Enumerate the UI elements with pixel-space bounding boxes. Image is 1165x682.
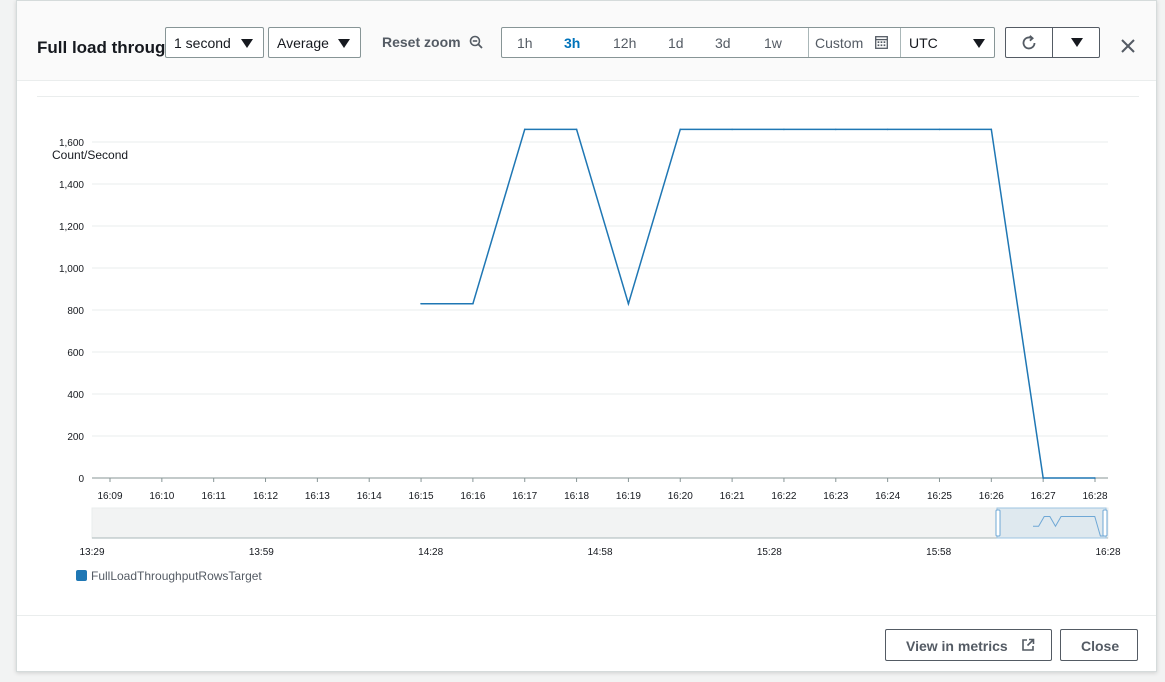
x-tick-label: 16:14 [357,491,382,502]
x-tick-label: 16:24 [875,491,900,502]
line-chart[interactable]: Count/Second 0 200 400 600 800 1,000 1,200 1,400… [17,1,1158,611]
x-tick-label: 16:10 [149,491,174,502]
range-divider [808,28,809,57]
button-divider [1052,28,1053,57]
navigator-tick-label: 15:28 [757,547,782,558]
modal-header: Full load throughput 1 second Average Re… [17,1,1156,81]
x-tick-label: 16:22 [771,491,796,502]
data-point [420,302,422,305]
caret-down-icon [241,39,253,48]
x-tick-label: 16:16 [460,491,485,502]
refresh-button-group [1005,27,1100,58]
range-1h[interactable]: 1h [517,35,533,51]
legend-label: FullLoadThroughputRowsTarget [91,569,262,583]
navigator-series-line [1033,515,1106,537]
range-3h[interactable]: 3h [564,35,581,51]
y-tick-label: 1,200 [59,222,84,233]
data-point [472,302,474,305]
view-in-metrics-button[interactable]: View in metrics [885,629,1052,661]
caret-down-icon [338,39,350,48]
external-link-icon [1022,638,1035,651]
data-point [990,128,993,131]
navigator-tick-label: 14:58 [587,547,612,558]
period-select[interactable]: 1 second [165,27,264,58]
data-point [627,302,630,305]
y-tick-label: 200 [67,432,84,443]
y-tick-label: 600 [67,348,84,359]
data-point [1094,477,1096,479]
navigator-tick-label: 16:28 [1095,547,1120,558]
data-point [886,128,889,131]
calendar-icon[interactable] [875,36,888,49]
custom-range-button[interactable]: Custom [815,35,864,51]
y-axis-label: Count/Second [52,148,128,162]
navigator-handle-right [1102,509,1108,537]
data-point [938,128,941,131]
y-tick-label: 400 [67,390,84,401]
x-tick-label: 16:11 [202,491,227,502]
reset-zoom-button[interactable]: Reset zoom [382,34,461,50]
y-tick-label: 1,400 [59,180,84,191]
data-point [731,128,733,131]
navigator-track [91,507,1109,539]
x-tick-label: 16:26 [979,491,1004,502]
y-tick-label: 1,600 [59,138,84,149]
x-tick-label: 16:19 [616,491,641,502]
caret-down-icon[interactable] [1071,38,1083,47]
x-tick-label: 16:27 [1031,491,1056,502]
legend-swatch [76,570,87,581]
navigator-tick-label: 13:29 [79,547,104,558]
x-tick-label: 16:21 [720,491,745,502]
range-1w[interactable]: 1w [764,35,782,51]
data-point [575,128,578,131]
data-point [834,128,837,131]
x-tick-label: 16:18 [564,491,589,502]
x-tick-label: 16:23 [823,491,848,502]
data-point [679,128,682,131]
range-3d[interactable]: 3d [715,35,731,51]
navigator-tick-label: 15:58 [926,547,951,558]
y-tick-label: 0 [78,474,84,485]
navigator-selection [996,507,1107,539]
navigator-tick-label: 14:28 [418,547,443,558]
x-tick-label: 16:09 [97,491,122,502]
time-range-selector: 1h 3h 12h 1d 3d 1w Custom UTC [501,27,995,58]
data-point [1042,477,1044,479]
range-12h[interactable]: 12h [613,35,637,51]
y-tick-label: 800 [67,306,84,317]
close-icon[interactable] [1120,38,1136,54]
chart-legend: FullLoadThroughputRowsTarget [76,569,262,583]
data-point [523,128,526,131]
zoom-out-icon[interactable] [469,35,483,49]
x-tick-label: 16:20 [668,491,693,502]
navigator-tick-label: 13:59 [249,547,274,558]
range-divider [900,28,901,57]
refresh-icon[interactable] [1020,34,1038,52]
series-line [421,128,1095,479]
data-point [783,128,785,131]
close-button[interactable]: Close [1060,629,1138,661]
range-1d[interactable]: 1d [668,35,684,51]
x-tick-label: 16:15 [409,491,434,502]
statistic-select[interactable]: Average [268,27,361,58]
timezone-select[interactable]: UTC [909,35,938,51]
navigator-handle-left [995,509,1001,537]
caret-down-icon [973,39,985,48]
divider [37,96,1139,97]
footer-divider [17,615,1156,616]
x-tick-label: 16:12 [253,491,278,502]
x-tick-label: 16:25 [927,491,952,502]
x-tick-label: 16:13 [305,491,330,502]
x-tick-label: 16:28 [1082,491,1107,502]
graph-modal: Full load throughput 1 second Average Re… [16,0,1157,672]
modal-title: Full load throughput [37,38,169,57]
y-tick-label: 1,000 [59,264,84,275]
x-tick-label: 16:17 [512,491,537,502]
